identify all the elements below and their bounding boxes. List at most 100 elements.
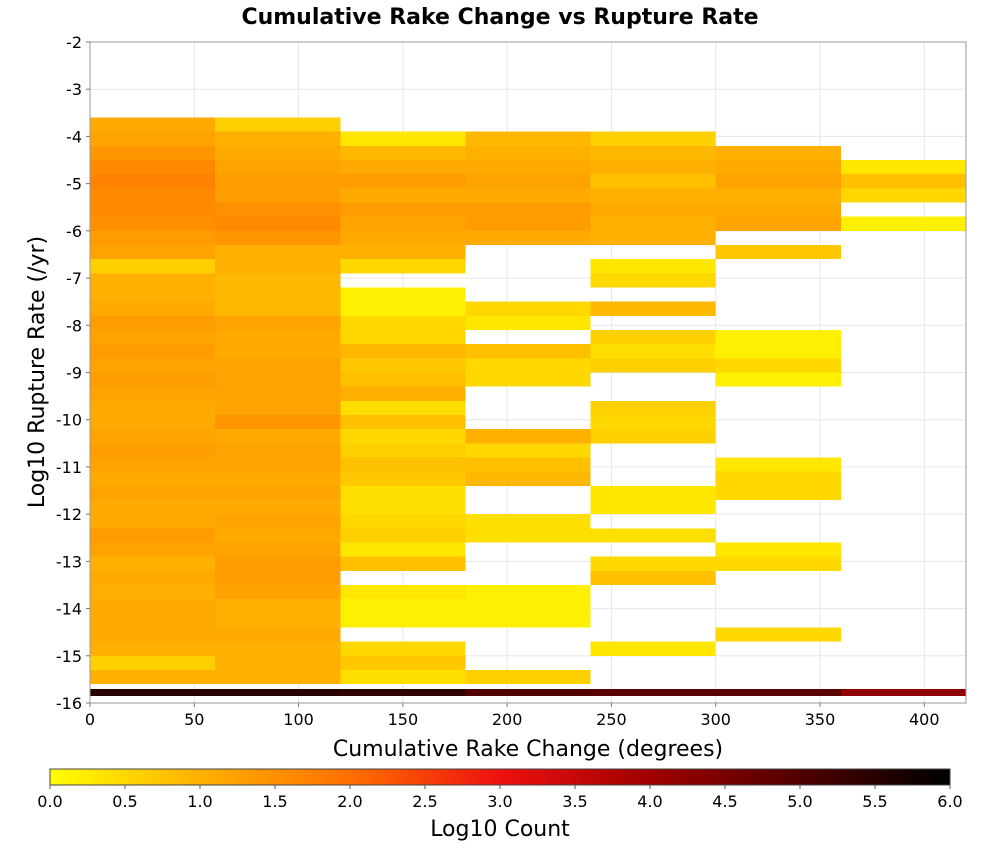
heatmap-cell: [465, 315, 591, 331]
heatmap-cell: [90, 429, 216, 444]
heatmap-cell: [215, 202, 341, 217]
colorbar-tick-label: 0.0: [37, 792, 62, 811]
heatmap-cell: [215, 528, 341, 543]
heatmap-cell: [215, 641, 341, 656]
heatmap-cell: [465, 528, 591, 543]
heatmap-cell: [90, 315, 216, 331]
colorbar-tick-label: 4.0: [637, 792, 662, 811]
heatmap-cell: [465, 131, 591, 146]
colorbar-tick-label: 5.0: [787, 792, 812, 811]
heatmap-cell: [90, 259, 216, 274]
x-tick-label: 150: [388, 710, 419, 729]
heatmap-cell: [340, 613, 466, 628]
heatmap-cell: [340, 471, 466, 486]
heatmap-cell: [215, 358, 341, 373]
heatmap-cell: [215, 344, 341, 359]
heatmap-cell: [465, 372, 591, 387]
colorbar-label: Log10 Count: [430, 817, 570, 842]
heatmap-cell: [465, 443, 591, 458]
heatmap-cell: [715, 188, 841, 203]
heatmap-cell: [340, 174, 466, 189]
y-tick-label: -3: [66, 80, 82, 99]
heatmap-cell: [215, 688, 341, 696]
heatmap-cell: [215, 372, 341, 387]
heatmap-cell: [590, 188, 716, 203]
heatmap-cell: [465, 599, 591, 614]
heatmap-cell: [90, 457, 216, 472]
heatmap-cell: [90, 188, 216, 203]
heatmap-cell: [840, 688, 966, 696]
colorbar-tick-label: 6.0: [937, 792, 962, 811]
heatmap-cell: [590, 301, 716, 316]
heatmap-cell: [215, 117, 341, 132]
heatmap-cell: [215, 542, 341, 557]
heatmap-cell: [90, 202, 216, 217]
axis-ticks: 0 50 100 150 200 250 300 350 400 -2 -3 -4 -5 -6 -7 -8 -9…: [56, 33, 940, 729]
heatmap-cell: [715, 457, 841, 472]
heatmap-cell: [465, 688, 591, 696]
heatmap-cell: [715, 330, 841, 345]
y-axis-label: Log10 Rupture Rate (/yr): [25, 236, 50, 508]
heatmap-cell: [215, 287, 341, 302]
heatmap-cell: [465, 344, 591, 359]
x-tick-label: 100: [283, 710, 314, 729]
heatmap-cell: [215, 315, 341, 331]
heatmap-cell: [340, 599, 466, 614]
heatmap-cell: [590, 344, 716, 359]
heatmap-cell: [340, 245, 466, 260]
x-tick-label: 200: [492, 710, 523, 729]
heatmap-cell: [715, 202, 841, 217]
heatmap-cell: [215, 570, 341, 585]
heatmap-cell: [590, 556, 716, 571]
heatmap-cell: [590, 259, 716, 274]
heatmap-cell: [340, 556, 466, 571]
heatmap-cell: [215, 273, 341, 288]
heatmap-cell: [90, 556, 216, 571]
heatmap-cell: [215, 457, 341, 472]
heatmap-cell: [715, 627, 841, 642]
heatmap-cell: [840, 188, 966, 203]
heatmap-cell: [215, 400, 341, 415]
heatmap-cell: [90, 613, 216, 628]
heatmap-cell: [90, 584, 216, 600]
heatmap-cell: [715, 372, 841, 387]
heatmap-cell: [90, 570, 216, 585]
heatmap-cell: [465, 301, 591, 316]
chart-title: Cumulative Rake Change vs Rupture Rate: [241, 5, 758, 30]
heatmap-cell: [90, 499, 216, 515]
heatmap-cell: [590, 499, 716, 515]
heatmap-cell: [90, 216, 216, 231]
heatmap-cell: [215, 330, 341, 345]
heatmap-cell: [465, 514, 591, 529]
heatmap-cell: [590, 230, 716, 246]
x-tick-label: 300: [700, 710, 731, 729]
heatmap-cell: [215, 556, 341, 571]
colorbar-ticks: 0.0 0.5 1.0 1.5 2.0 2.5 3.0 3.5 4.0 4.5 5.0 5.5 6.0: [37, 785, 963, 811]
colorbar-tick-label: 4.5: [712, 792, 737, 811]
heatmap-cell: [590, 358, 716, 373]
x-tick-label: 350: [805, 710, 836, 729]
heatmap-cell: [590, 131, 716, 146]
heatmap-cell: [340, 542, 466, 557]
y-tick-label: -12: [56, 505, 82, 524]
heatmap-cell: [590, 429, 716, 444]
heatmap-cell: [590, 330, 716, 345]
heatmap-cell: [90, 471, 216, 486]
heatmap-cell: [340, 131, 466, 146]
heatmap-cell: [90, 542, 216, 557]
colorbar-tick-label: 3.0: [487, 792, 512, 811]
y-tick-label: -4: [66, 127, 82, 146]
x-tick-label: 400: [909, 710, 940, 729]
heatmap-cell: [340, 584, 466, 600]
heatmap-cell: [340, 499, 466, 515]
heatmap-cell: [90, 414, 216, 430]
heatmap-cell: [340, 372, 466, 387]
heatmap-cell: [590, 174, 716, 189]
colorbar-tick-label: 1.0: [187, 792, 212, 811]
heatmap-cell: [340, 202, 466, 217]
heatmap-cell: [840, 174, 966, 189]
heatmap-cell: [465, 669, 591, 685]
y-tick-label: -9: [66, 364, 82, 383]
heatmap-cell: [840, 160, 966, 175]
y-tick-label: -10: [56, 411, 82, 430]
